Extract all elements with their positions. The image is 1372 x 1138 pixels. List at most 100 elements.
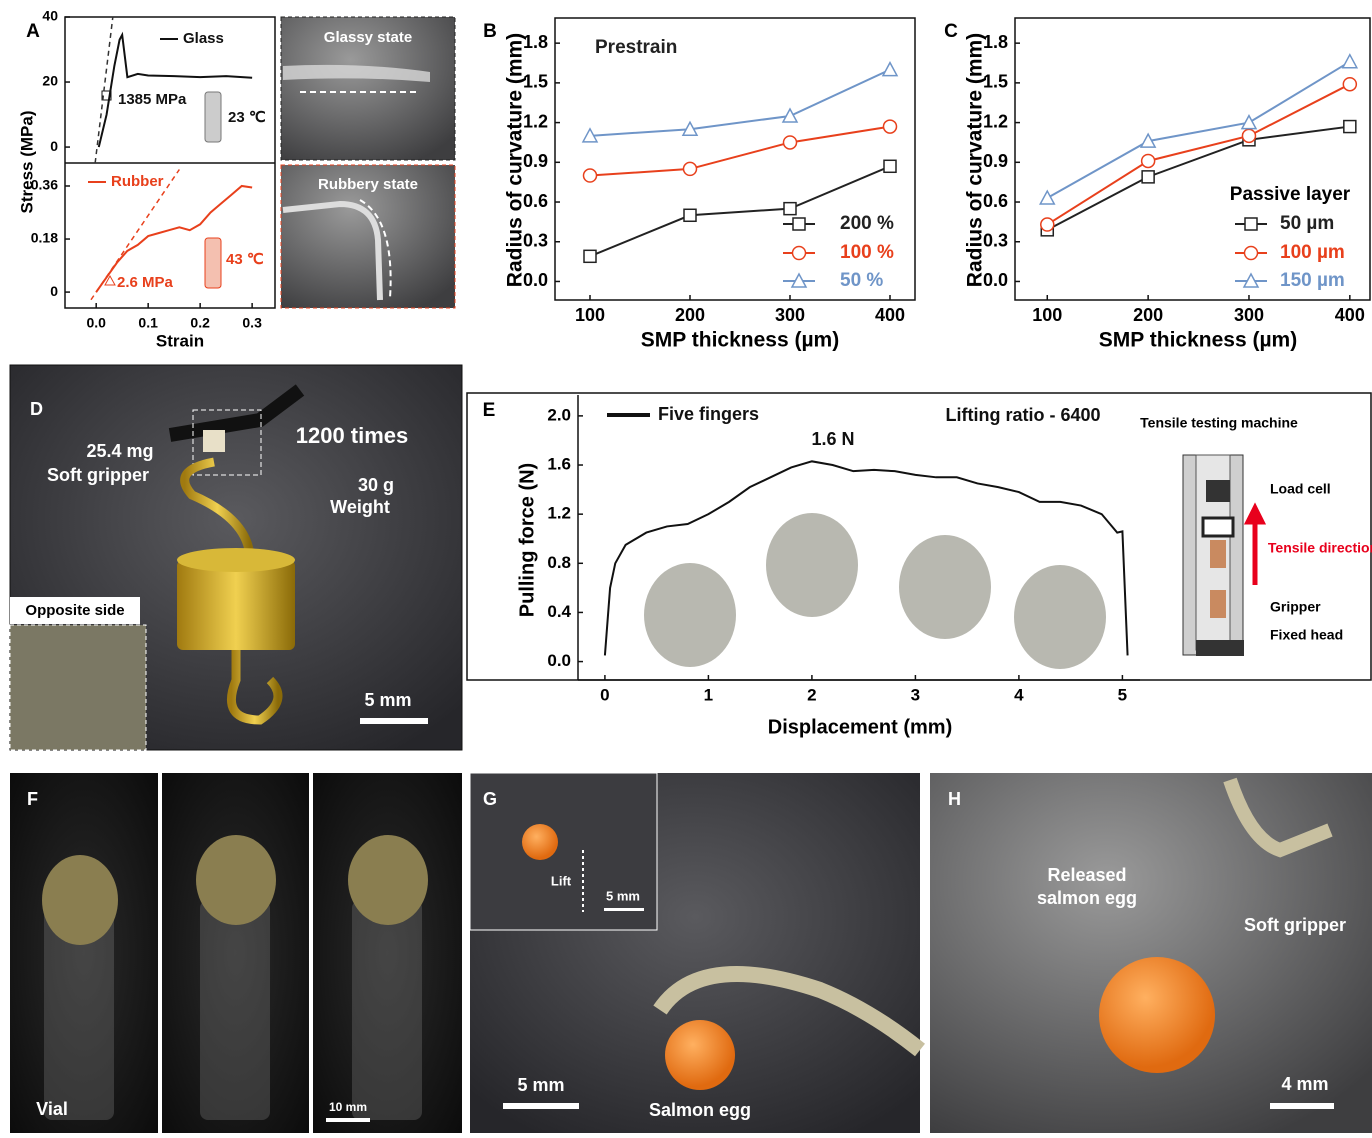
scale-label: 5 mm — [517, 1075, 564, 1095]
x-tick-label: 100 — [1032, 305, 1062, 325]
marker — [684, 162, 697, 175]
marker — [1344, 121, 1356, 133]
photo-label: Rubbery state — [318, 176, 418, 193]
y-tick-label: 0.36 — [31, 177, 58, 193]
x-tick-label: 300 — [1234, 305, 1264, 325]
x-axis-label: SMP thickness (µm) — [641, 329, 839, 352]
marker — [1142, 171, 1154, 183]
x-tick-label: 200 — [675, 305, 705, 325]
x-tick-label: 3 — [911, 685, 920, 704]
y-tick-label: 0.18 — [31, 230, 58, 246]
figure: Glassy state Rubbery state D 25.4 mg Sof… — [0, 0, 1372, 1133]
x-tick-label: 2 — [807, 685, 816, 704]
y-tick-label: 0.6 — [983, 191, 1008, 211]
x-tick-label: 1 — [704, 685, 713, 704]
vial — [352, 900, 422, 1120]
egg — [1099, 957, 1215, 1073]
gripper-part — [1210, 540, 1226, 568]
marker — [1242, 129, 1255, 142]
egg — [665, 1020, 735, 1090]
diagram-label: Load cell — [1270, 481, 1331, 497]
y-tick-label: 0.3 — [983, 230, 1008, 250]
y-tick-label: 0.0 — [523, 270, 548, 290]
legend-label: 50 µm — [1280, 213, 1334, 234]
y-axis-label: Radius of curvature (mm) — [504, 33, 527, 287]
diagram-title: Tensile testing machine — [1140, 415, 1298, 431]
marker — [1242, 116, 1256, 129]
annotation: 43 ℃ — [226, 251, 264, 268]
marker — [1142, 154, 1155, 167]
marker — [1245, 218, 1257, 230]
marker — [783, 109, 797, 122]
annotation: Weight — [330, 497, 390, 517]
vial — [200, 900, 270, 1120]
egg — [522, 824, 558, 860]
load-cell — [1206, 480, 1230, 502]
y-tick-label: 0 — [50, 138, 58, 154]
inset-photo — [766, 513, 858, 617]
x-tick-label: 4 — [1014, 685, 1024, 704]
y-tick-label: 1.2 — [983, 111, 1008, 131]
y-tick-label: 1.8 — [983, 32, 1008, 52]
gripper — [348, 835, 428, 925]
panel-label: B — [483, 21, 497, 42]
marker — [784, 203, 796, 215]
marker — [1343, 55, 1357, 68]
annotation: 1385 MPa — [118, 91, 187, 108]
marker — [793, 247, 806, 260]
inset-photo — [1014, 565, 1106, 669]
x-tick-label: 400 — [1335, 305, 1365, 325]
annotation: Released — [1047, 865, 1126, 885]
legend-label: Rubber — [111, 173, 164, 190]
panel-label: A — [26, 21, 40, 42]
specimen — [205, 238, 221, 288]
legend-title: Passive layer — [1230, 184, 1351, 205]
annotation: Soft gripper — [1244, 915, 1346, 935]
y-axis-label: Radius of curvature (mm) — [964, 33, 987, 287]
y-tick-label: 20 — [42, 73, 58, 89]
y-tick-label: 1.8 — [523, 32, 548, 52]
marker — [1040, 191, 1054, 204]
annotation: Lift — [551, 873, 572, 888]
series-line — [1047, 62, 1350, 198]
y-tick-label: 0.3 — [523, 230, 548, 250]
gripper-part — [1210, 590, 1226, 618]
y-tick-label: 0.9 — [523, 151, 548, 171]
x-tick-label: 100 — [575, 305, 605, 325]
weight-top — [177, 548, 295, 572]
marker — [793, 218, 805, 230]
panel-label: C — [944, 21, 958, 42]
page: {"chart_data":[ {"type":"line","panel":"… — [0, 0, 1372, 1133]
x-tick-label: 400 — [875, 305, 905, 325]
x-tick-label: 300 — [775, 305, 805, 325]
marker — [1245, 247, 1258, 260]
x-tick-label: 0.3 — [242, 315, 262, 331]
scale-label: 5 mm — [606, 888, 640, 903]
x-tick-label: 0.0 — [86, 315, 106, 331]
scale-bar — [360, 718, 428, 724]
series-line — [590, 70, 890, 136]
y-tick-label: 0.6 — [523, 191, 548, 211]
annotation: Vial — [36, 1099, 68, 1119]
inset-label: Opposite side — [25, 602, 124, 619]
x-tick-label: 200 — [1133, 305, 1163, 325]
scale-bar — [326, 1118, 370, 1122]
y-tick-label: 0.9 — [983, 151, 1008, 171]
marker — [584, 250, 596, 262]
y-tick-label: 2.0 — [547, 405, 571, 424]
weight — [177, 560, 295, 650]
clamp — [1203, 518, 1233, 536]
inset — [470, 773, 657, 930]
y-tick-label: 0 — [50, 283, 58, 299]
y-tick-label: 1.5 — [983, 72, 1008, 92]
y-axis-label: Stress (MPa) — [17, 111, 36, 214]
marker — [684, 209, 696, 221]
panel-label: D — [30, 399, 43, 419]
x-tick-label: 0 — [600, 685, 609, 704]
x-axis-label: Displacement (mm) — [768, 716, 953, 738]
annotation: 23 ℃ — [228, 109, 266, 126]
annotation: Soft gripper — [47, 465, 149, 485]
y-tick-label: 1.2 — [547, 504, 571, 523]
scale-label: 4 mm — [1281, 1074, 1328, 1094]
x-tick-label: 0.2 — [190, 315, 210, 331]
